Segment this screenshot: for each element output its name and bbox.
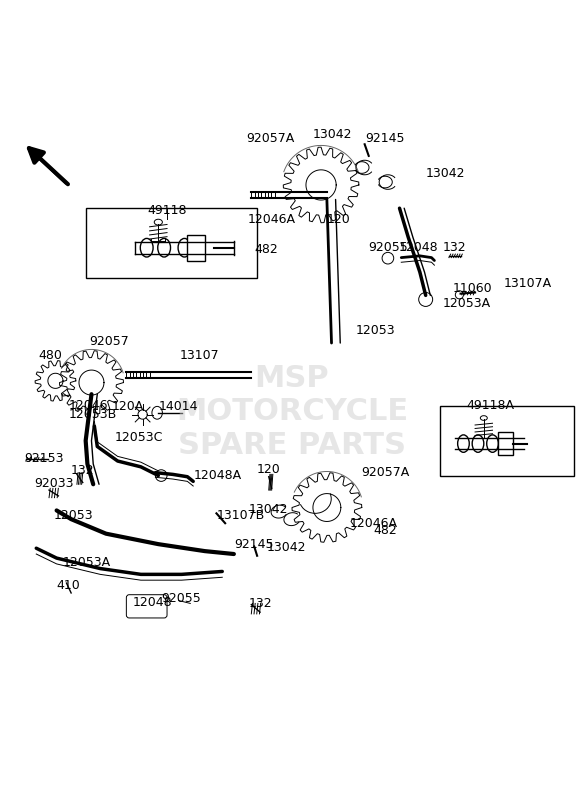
Text: 12046A: 12046A (248, 213, 296, 226)
Text: 12048A: 12048A (193, 469, 241, 482)
Text: 12053: 12053 (54, 509, 93, 522)
Text: 12053C: 12053C (114, 431, 163, 444)
Text: 12048: 12048 (133, 596, 172, 610)
Text: 12046A: 12046A (350, 517, 398, 530)
Text: 482: 482 (254, 243, 278, 257)
Text: 482: 482 (373, 523, 397, 537)
Text: 12048: 12048 (399, 241, 439, 254)
Text: MSP
MOTORCYCLE
SPARE PARTS: MSP MOTORCYCLE SPARE PARTS (176, 363, 408, 460)
Text: 13107B: 13107B (217, 509, 265, 522)
Text: 92145: 92145 (365, 133, 405, 146)
Text: 120: 120 (326, 213, 350, 226)
Text: 92057: 92057 (89, 334, 129, 348)
Text: 92153: 92153 (25, 452, 64, 465)
Text: 92033: 92033 (34, 477, 74, 490)
Text: 12053: 12053 (356, 324, 395, 337)
Text: 12053A: 12053A (62, 556, 110, 570)
Text: 92057A: 92057A (246, 133, 295, 146)
Text: 12053B: 12053B (68, 408, 116, 421)
Text: 13042: 13042 (313, 128, 352, 142)
Text: 92057A: 92057A (361, 466, 410, 479)
Text: 12053A: 12053A (442, 297, 491, 310)
FancyBboxPatch shape (126, 594, 167, 618)
Text: 132: 132 (248, 598, 272, 610)
Text: 410: 410 (56, 579, 80, 592)
Bar (440, 406, 574, 475)
Bar (498, 432, 513, 455)
Text: 49118A: 49118A (467, 399, 515, 412)
Text: 11060: 11060 (453, 282, 492, 295)
Text: 92145: 92145 (234, 538, 274, 551)
Text: 14014: 14014 (159, 400, 199, 413)
Text: 92055: 92055 (368, 241, 408, 254)
Text: 13107: 13107 (179, 350, 219, 362)
Bar (86, 208, 257, 278)
Text: 12046: 12046 (68, 399, 107, 412)
Text: 13042: 13042 (266, 541, 306, 554)
Text: 92055: 92055 (162, 591, 201, 605)
Text: 13042: 13042 (249, 503, 288, 516)
Text: 120A: 120A (112, 400, 144, 413)
Text: 132: 132 (71, 464, 95, 477)
Text: 49118: 49118 (147, 204, 187, 217)
Text: 480: 480 (39, 350, 62, 362)
Text: 13042: 13042 (426, 167, 465, 180)
Text: 13107A: 13107A (504, 278, 552, 290)
Text: 132: 132 (443, 241, 467, 254)
Text: 120: 120 (257, 462, 281, 475)
Bar (187, 235, 205, 261)
